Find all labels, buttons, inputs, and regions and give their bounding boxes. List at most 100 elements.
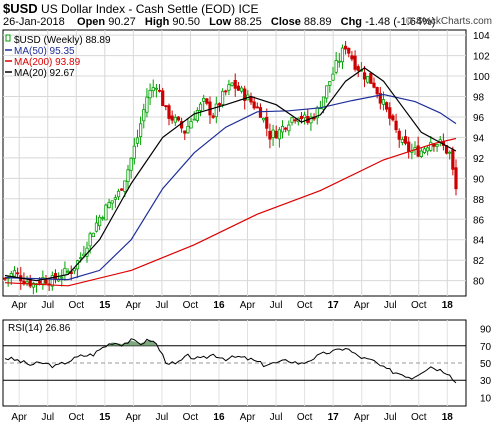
candle-body	[249, 96, 253, 103]
candle-body	[303, 114, 307, 119]
high-label: High	[144, 16, 170, 28]
candle-body	[161, 90, 165, 107]
close-label: Close	[270, 16, 301, 28]
rsi-x-tick-label: 18	[442, 412, 454, 423]
candle-body	[154, 87, 158, 90]
candle-body	[287, 124, 291, 132]
candle-body	[334, 60, 338, 73]
candle-body	[375, 87, 379, 95]
candle-body	[252, 101, 256, 109]
price-x-tick-label: Apr	[126, 300, 142, 311]
candle-body	[221, 90, 225, 105]
price-x-tick-label: Oct	[297, 300, 313, 311]
candle-body	[139, 123, 143, 138]
legend-main: $USD (Weekly) 88.89	[14, 35, 111, 46]
candle-body	[265, 116, 269, 129]
rsi-y-tick-label: 10	[480, 393, 492, 404]
rsi-panel: 10 30 50 70 90 RSI(14) 26.86	[2, 319, 492, 407]
candle-body	[164, 105, 168, 108]
candle-body	[63, 267, 67, 276]
candle-body	[309, 116, 313, 124]
price-y-tick-label: 102	[473, 52, 490, 63]
candle-body	[205, 98, 209, 104]
candle-body	[101, 217, 105, 220]
price-panel: 80 82 84 86 88 90 92 94 96 98 100 102 104 $USD (Weekl…	[2, 29, 490, 297]
chart-header-quote: 26-Jan-2018 Open 90.27 High 90.50 Low 88…	[3, 16, 435, 28]
close-value: 88.89	[303, 16, 332, 28]
rsi-x-tick-label: Jul	[41, 412, 54, 423]
price-y-tick-label: 84	[473, 236, 485, 247]
candle-body	[372, 82, 376, 88]
candle-body	[454, 167, 458, 190]
candle-body	[142, 109, 146, 122]
rsi-label: RSI(14) 26.86	[8, 323, 71, 334]
price-y-tick-label: 96	[473, 113, 485, 124]
candle-body	[3, 277, 7, 280]
candle-body	[426, 147, 430, 152]
candle-body	[255, 106, 259, 109]
copyright-notice: © StockCharts.com	[405, 16, 492, 27]
ma50-line	[4, 93, 457, 281]
candle-body	[432, 143, 436, 147]
price-y-tick-label: 86	[473, 215, 485, 226]
candle-body	[280, 126, 285, 133]
ma20-line	[4, 67, 457, 282]
candle-body	[107, 202, 111, 209]
chg-value: -1.48 (-1.64%)	[365, 16, 436, 28]
chart-header-title: $USD US Dollar Index - Cash Settle (EOD)…	[3, 1, 258, 16]
candle-body	[66, 270, 70, 273]
price-y-tick-label: 82	[473, 256, 485, 267]
candle-body	[407, 141, 411, 152]
candle-body	[366, 75, 370, 83]
high-value: 90.50	[172, 16, 200, 28]
price-y-tick-label: 88	[473, 195, 485, 206]
legend-candle-swatch	[5, 34, 11, 42]
candle-body	[353, 55, 357, 70]
candle-body	[337, 60, 341, 63]
candle-body	[60, 276, 64, 279]
legend-ma20: MA(20) 92.67	[14, 68, 75, 79]
price-x-tick-label: Jul	[41, 300, 54, 311]
rsi-overbought-fill	[107, 339, 158, 346]
candle-body	[356, 66, 360, 71]
candle-body	[98, 216, 102, 227]
candle-body	[284, 127, 288, 130]
open-value: 90.27	[108, 16, 136, 28]
candle-body	[123, 180, 127, 192]
ma200-line	[4, 137, 457, 287]
candle-body	[325, 85, 329, 99]
candle-body	[230, 82, 234, 86]
candle-body	[173, 116, 177, 123]
price-x-tick-label: Apr	[11, 300, 27, 311]
candle-body	[176, 116, 181, 121]
open-label: Open	[77, 16, 106, 28]
candle-body	[50, 275, 54, 287]
price-x-tick-label: Oct	[68, 300, 84, 311]
price-y-tick-label: 90	[473, 174, 485, 185]
candle-body	[378, 93, 382, 104]
candle-body	[186, 125, 190, 134]
candle-body	[340, 47, 345, 63]
rsi-x-tick-label: Oct	[68, 412, 84, 423]
candle-body	[277, 129, 281, 140]
candle-body	[129, 157, 133, 171]
price-x-tick-label: 18	[442, 300, 454, 311]
chg-label: Chg	[340, 16, 363, 28]
price-y-tick-label: 92	[473, 154, 485, 165]
low-label: Low	[209, 16, 232, 28]
price-y-tick-label: 80	[473, 277, 485, 288]
rsi-y-tick-label: 30	[480, 376, 492, 387]
candle-body	[331, 73, 335, 81]
price-x-tick-label: Jul	[270, 300, 283, 311]
instrument-name: US Dollar Index - Cash Settle (EOD)	[41, 2, 236, 16]
rsi-x-tick-label: Oct	[411, 412, 427, 423]
price-x-tick-label: 15	[99, 300, 111, 311]
candle-body	[120, 188, 124, 191]
rsi-x-tick-label: Apr	[11, 412, 27, 423]
price-x-tick-label: Oct	[411, 300, 427, 311]
candle-body	[38, 280, 42, 284]
candle-body	[403, 136, 408, 144]
candle-body	[198, 103, 203, 111]
price-x-tick-label: 17	[328, 300, 340, 311]
